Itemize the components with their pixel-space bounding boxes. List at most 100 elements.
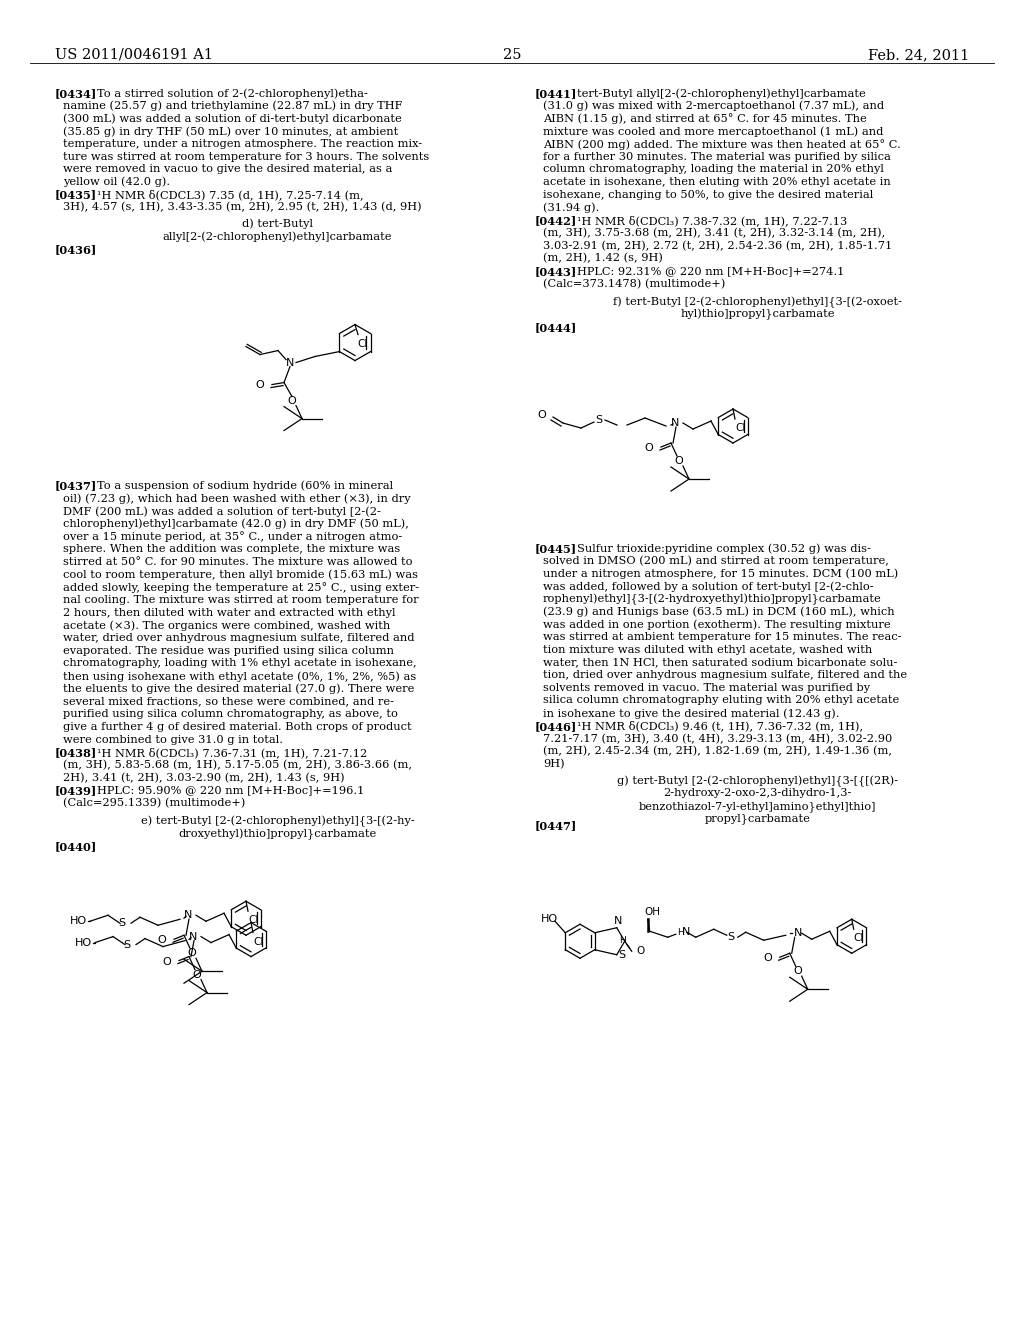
Text: 25: 25 [503, 48, 521, 62]
Text: d) tert-Butyl: d) tert-Butyl [242, 219, 313, 230]
Text: 7.21-7.17 (m, 3H), 3.40 (t, 4H), 3.29-3.13 (m, 4H), 3.02-2.90: 7.21-7.17 (m, 3H), 3.40 (t, 4H), 3.29-3.… [543, 734, 892, 744]
Text: acetate in isohexane, then eluting with 20% ethyl acetate in: acetate in isohexane, then eluting with … [543, 177, 891, 187]
Text: Cl: Cl [735, 422, 745, 433]
Text: S: S [124, 940, 131, 949]
Text: ¹H NMR δ(CDCL3) 7.35 (d, 1H), 7.25-7.14 (m,: ¹H NMR δ(CDCL3) 7.35 (d, 1H), 7.25-7.14 … [97, 190, 364, 201]
Text: tion, dried over anhydrous magnesium sulfate, filtered and the: tion, dried over anhydrous magnesium sul… [543, 671, 907, 680]
Text: e) tert-Butyl [2-(2-chlorophenyl)ethyl]{3-[(2-hy-: e) tert-Butyl [2-(2-chlorophenyl)ethyl]{… [140, 816, 415, 828]
Text: AIBN (1.15 g), and stirred at 65° C. for 45 minutes. The: AIBN (1.15 g), and stirred at 65° C. for… [543, 114, 866, 124]
Text: O: O [162, 957, 171, 966]
Text: oil) (7.23 g), which had been washed with ether (×3), in dry: oil) (7.23 g), which had been washed wit… [63, 494, 411, 504]
Text: [0442]: [0442] [535, 215, 578, 226]
Text: 3.03-2.91 (m, 2H), 2.72 (t, 2H), 2.54-2.36 (m, 2H), 1.85-1.71: 3.03-2.91 (m, 2H), 2.72 (t, 2H), 2.54-2.… [543, 240, 892, 251]
Text: N: N [184, 911, 193, 920]
Text: propyl}carbamate: propyl}carbamate [705, 813, 810, 824]
Text: S: S [618, 950, 626, 960]
Text: water, dried over anhydrous magnesium sulfate, filtered and: water, dried over anhydrous magnesium su… [63, 634, 415, 643]
Text: were removed in vacuo to give the desired material, as a: were removed in vacuo to give the desire… [63, 164, 392, 174]
Text: (m, 3H), 3.75-3.68 (m, 2H), 3.41 (t, 2H), 3.32-3.14 (m, 2H),: (m, 3H), 3.75-3.68 (m, 2H), 3.41 (t, 2H)… [543, 227, 886, 238]
Text: S: S [595, 414, 602, 425]
Text: HO: HO [70, 916, 87, 927]
Text: cool to room temperature, then allyl bromide (15.63 mL) was: cool to room temperature, then allyl bro… [63, 569, 418, 579]
Text: ¹H NMR δ(CDCl₃) 7.36-7.31 (m, 1H), 7.21-7.12: ¹H NMR δ(CDCl₃) 7.36-7.31 (m, 1H), 7.21-… [97, 747, 368, 758]
Text: ture was stirred at room temperature for 3 hours. The solvents: ture was stirred at room temperature for… [63, 152, 429, 161]
Text: [0437]: [0437] [55, 480, 97, 491]
Text: To a suspension of sodium hydride (60% in mineral: To a suspension of sodium hydride (60% i… [97, 480, 393, 491]
Text: for a further 30 minutes. The material was purified by silica: for a further 30 minutes. The material w… [543, 152, 891, 161]
Text: O: O [193, 970, 202, 979]
Text: [0443]: [0443] [535, 265, 578, 277]
Text: yellow oil (42.0 g).: yellow oil (42.0 g). [63, 177, 170, 187]
Text: benzothiazol-7-yl-ethyl]amino}ethyl]thio]: benzothiazol-7-yl-ethyl]amino}ethyl]thio… [639, 801, 877, 812]
Text: [0436]: [0436] [55, 244, 97, 255]
Text: sphere. When the addition was complete, the mixture was: sphere. When the addition was complete, … [63, 544, 400, 554]
Text: [0439]: [0439] [55, 785, 97, 796]
Text: stirred at 50° C. for 90 minutes. The mixture was allowed to: stirred at 50° C. for 90 minutes. The mi… [63, 557, 413, 566]
Text: were combined to give 31.0 g in total.: were combined to give 31.0 g in total. [63, 734, 283, 744]
Text: 2H), 3.41 (t, 2H), 3.03-2.90 (m, 2H), 1.43 (s, 9H): 2H), 3.41 (t, 2H), 3.03-2.90 (m, 2H), 1.… [63, 772, 345, 783]
Text: [0435]: [0435] [55, 190, 97, 201]
Text: OH: OH [645, 907, 660, 917]
Text: chlorophenyl)ethyl]carbamate (42.0 g) in dry DMF (50 mL),: chlorophenyl)ethyl]carbamate (42.0 g) in… [63, 519, 409, 529]
Text: O: O [763, 953, 772, 964]
Text: [0447]: [0447] [535, 820, 578, 830]
Text: O: O [675, 455, 683, 466]
Text: H: H [677, 928, 683, 937]
Text: droxyethyl)thio]propyl}carbamate: droxyethyl)thio]propyl}carbamate [178, 829, 377, 840]
Text: AIBN (200 mg) added. The mixture was then heated at 65° C.: AIBN (200 mg) added. The mixture was the… [543, 139, 901, 149]
Text: rophenyl)ethyl]{3-[(2-hydroxyethyl)thio]propyl}carbamate: rophenyl)ethyl]{3-[(2-hydroxyethyl)thio]… [543, 594, 882, 605]
Text: 3H), 4.57 (s, 1H), 3.43-3.35 (m, 2H), 2.95 (t, 2H), 1.43 (d, 9H): 3H), 4.57 (s, 1H), 3.43-3.35 (m, 2H), 2.… [63, 202, 422, 213]
Text: To a stirred solution of 2-(2-chlorophenyl)etha-: To a stirred solution of 2-(2-chlorophen… [97, 88, 368, 99]
Text: (m, 3H), 5.83-5.68 (m, 1H), 5.17-5.05 (m, 2H), 3.86-3.66 (m,: (m, 3H), 5.83-5.68 (m, 1H), 5.17-5.05 (m… [63, 760, 412, 771]
Text: (23.9 g) and Hunigs base (63.5 mL) in DCM (160 mL), which: (23.9 g) and Hunigs base (63.5 mL) in DC… [543, 606, 895, 616]
Text: [0441]: [0441] [535, 88, 578, 99]
Text: [0438]: [0438] [55, 747, 97, 758]
Text: (31.94 g).: (31.94 g). [543, 202, 599, 213]
Text: (m, 2H), 1.42 (s, 9H): (m, 2H), 1.42 (s, 9H) [543, 253, 663, 264]
Text: ¹H NMR δ(CDCl₃) 9.46 (t, 1H), 7.36-7.32 (m, 1H),: ¹H NMR δ(CDCl₃) 9.46 (t, 1H), 7.36-7.32 … [577, 721, 863, 731]
Text: 2-hydroxy-2-oxo-2,3-dihydro-1,3-: 2-hydroxy-2-oxo-2,3-dihydro-1,3- [664, 788, 852, 799]
Text: HPLC: 95.90% @ 220 nm [M+H-Boc]+=196.1: HPLC: 95.90% @ 220 nm [M+H-Boc]+=196.1 [97, 785, 365, 796]
Text: was added in one portion (exotherm). The resulting mixture: was added in one portion (exotherm). The… [543, 619, 891, 630]
Text: Cl: Cl [854, 933, 864, 944]
Text: [0440]: [0440] [55, 841, 97, 853]
Text: several mixed fractions, so these were combined, and re-: several mixed fractions, so these were c… [63, 697, 394, 706]
Text: Cl: Cl [253, 937, 263, 946]
Text: in isohexane to give the desired material (12.43 g).: in isohexane to give the desired materia… [543, 708, 840, 718]
Text: purified using silica column chromatography, as above, to: purified using silica column chromatogra… [63, 709, 398, 719]
Text: temperature, under a nitrogen atmosphere. The reaction mix-: temperature, under a nitrogen atmosphere… [63, 139, 422, 149]
Text: solvents removed in vacuo. The material was purified by: solvents removed in vacuo. The material … [543, 682, 870, 693]
Text: nal cooling. The mixture was stirred at room temperature for: nal cooling. The mixture was stirred at … [63, 595, 419, 605]
Text: acetate (×3). The organics were combined, washed with: acetate (×3). The organics were combined… [63, 620, 390, 631]
Text: O: O [538, 411, 546, 420]
Text: was added, followed by a solution of tert-butyl [2-(2-chlo-: was added, followed by a solution of ter… [543, 581, 873, 591]
Text: added slowly, keeping the temperature at 25° C., using exter-: added slowly, keeping the temperature at… [63, 582, 419, 593]
Text: silica column chromatography eluting with 20% ethyl acetate: silica column chromatography eluting wit… [543, 696, 899, 705]
Text: the eluents to give the desired material (27.0 g). There were: the eluents to give the desired material… [63, 684, 415, 694]
Text: N: N [682, 927, 690, 937]
Text: hyl)thio]propyl}carbamate: hyl)thio]propyl}carbamate [680, 309, 835, 321]
Text: Cl: Cl [248, 915, 258, 925]
Text: namine (25.57 g) and triethylamine (22.87 mL) in dry THF: namine (25.57 g) and triethylamine (22.8… [63, 100, 402, 111]
Text: [0444]: [0444] [535, 322, 578, 333]
Text: O: O [255, 380, 264, 389]
Text: O: O [644, 444, 653, 453]
Text: chromatography, loading with 1% ethyl acetate in isohexane,: chromatography, loading with 1% ethyl ac… [63, 659, 417, 668]
Text: (Calc=373.1478) (multimode+): (Calc=373.1478) (multimode+) [543, 279, 725, 289]
Text: 9H): 9H) [543, 759, 564, 770]
Text: 2 hours, then diluted with water and extracted with ethyl: 2 hours, then diluted with water and ext… [63, 607, 395, 618]
Text: [0445]: [0445] [535, 543, 578, 554]
Text: HPLC: 92.31% @ 220 nm [M+H-Boc]+=274.1: HPLC: 92.31% @ 220 nm [M+H-Boc]+=274.1 [577, 265, 845, 276]
Text: HO: HO [541, 915, 558, 924]
Text: was stirred at ambient temperature for 15 minutes. The reac-: was stirred at ambient temperature for 1… [543, 632, 901, 642]
Text: N: N [671, 418, 679, 428]
Text: O: O [794, 966, 802, 977]
Text: mixture was cooled and more mercaptoethanol (1 mL) and: mixture was cooled and more mercaptoetha… [543, 127, 884, 137]
Text: (m, 2H), 2.45-2.34 (m, 2H), 1.82-1.69 (m, 2H), 1.49-1.36 (m,: (m, 2H), 2.45-2.34 (m, 2H), 1.82-1.69 (m… [543, 746, 892, 756]
Text: DMF (200 mL) was added a solution of tert-butyl [2-(2-: DMF (200 mL) was added a solution of ter… [63, 506, 381, 516]
Text: H: H [618, 936, 626, 945]
Text: f) tert-Butyl [2-(2-chlorophenyl)ethyl]{3-[(2-oxoet-: f) tert-Butyl [2-(2-chlorophenyl)ethyl]{… [613, 296, 902, 308]
Text: HO: HO [75, 937, 92, 948]
Text: O: O [288, 396, 296, 405]
Text: (300 mL) was added a solution of di-tert-butyl dicarbonate: (300 mL) was added a solution of di-tert… [63, 114, 401, 124]
